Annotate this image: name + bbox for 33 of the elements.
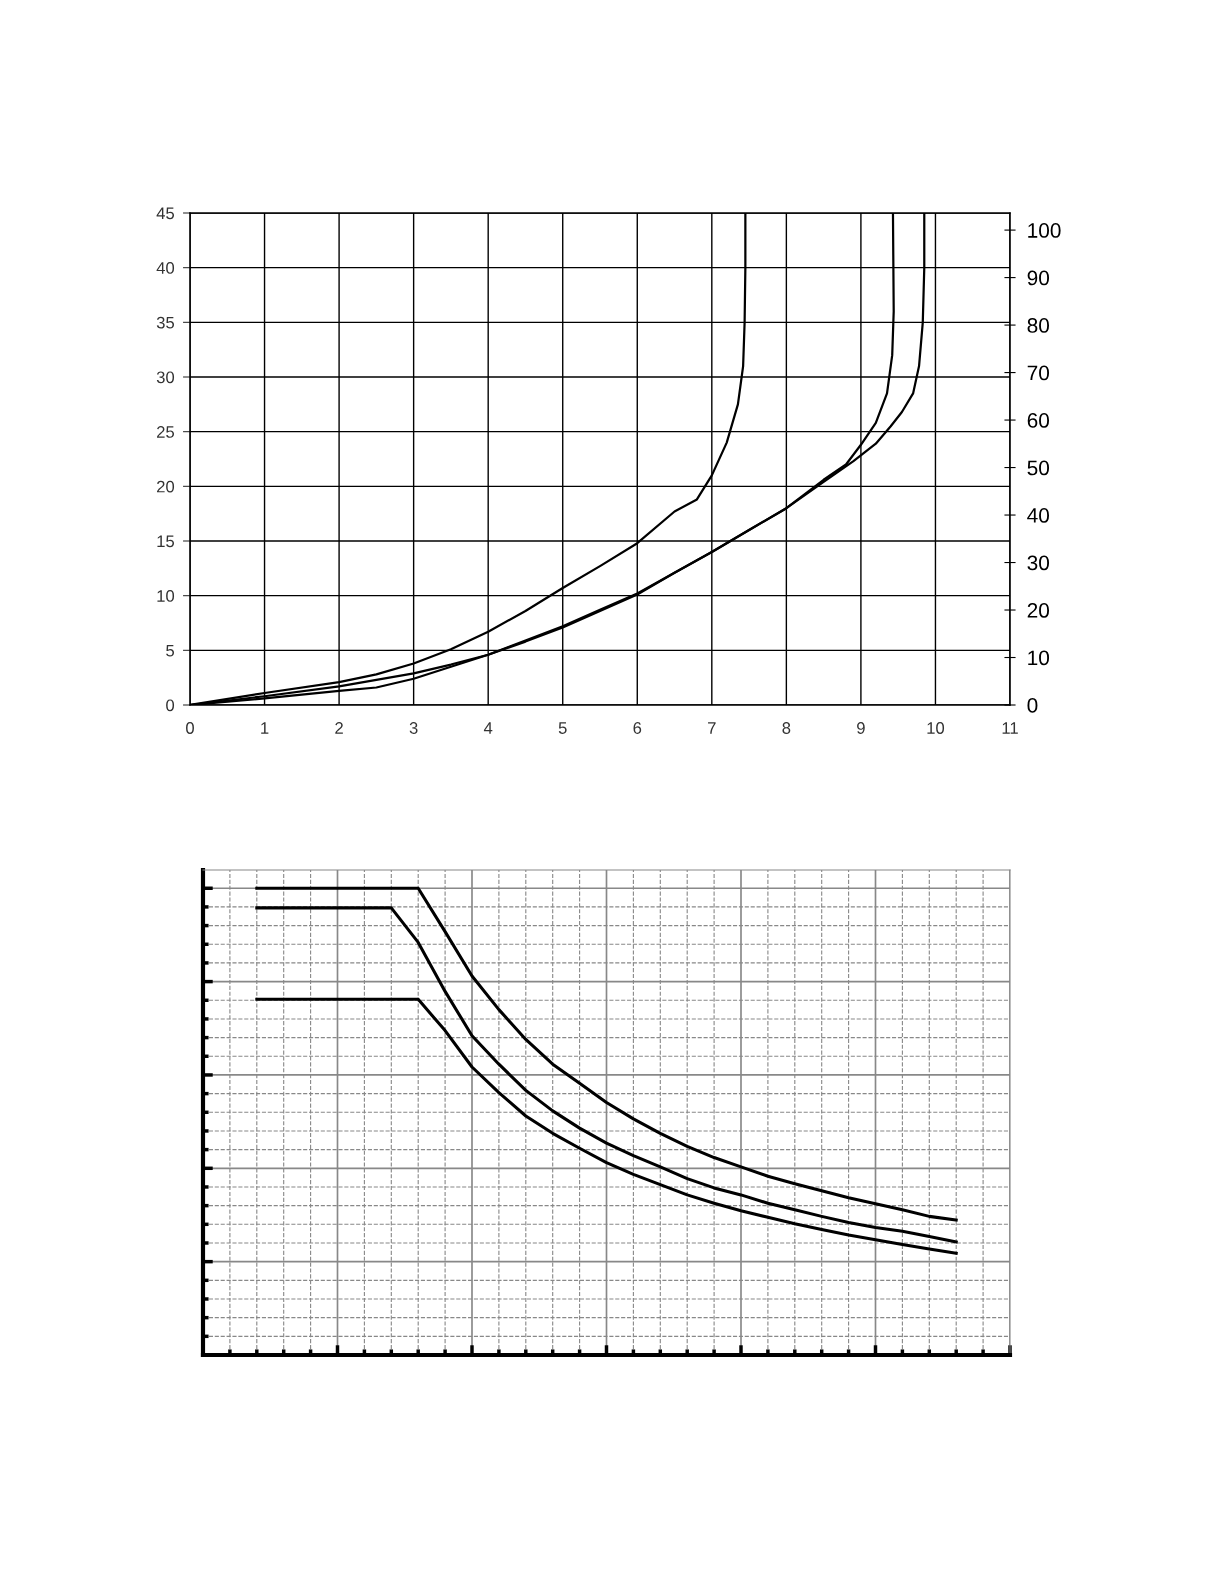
y2-tick-label: 100 (1028, 223, 1061, 238)
x-tick-label: 9 (857, 722, 865, 734)
y2-tick-label: 60 (1027, 413, 1050, 428)
y-tick-label: 25 (157, 426, 175, 438)
x-tick-label: 7 (708, 722, 716, 734)
y2-tick-label: 0 (1027, 698, 1038, 713)
y-tick-label: 5 (166, 644, 175, 657)
y-tick-label: 45 (156, 207, 175, 220)
y-tick-label: 20 (157, 480, 175, 493)
x-tick-label: 4 (483, 722, 493, 734)
y-tick-label: 40 (156, 262, 175, 274)
y2-tick-label: 40 (1027, 508, 1050, 523)
y2-tick-label: 90 (1027, 270, 1050, 286)
y2-tick-label: 20 (1027, 603, 1050, 618)
x-tick-label: 2 (335, 722, 343, 734)
y-tick-label: 35 (156, 316, 175, 329)
x-tick-label: 8 (782, 722, 791, 734)
y-tick-label: 0 (166, 699, 175, 712)
x-tick-label: 0 (186, 722, 194, 734)
y-tick-label: 10 (157, 590, 175, 602)
x-tick-label: 5 (558, 722, 567, 734)
x-tick-label: 3 (409, 722, 418, 734)
y2-tick-label: 80 (1027, 318, 1050, 333)
y2-tick-label: 70 (1027, 365, 1050, 381)
y2-tick-label: 30 (1027, 555, 1050, 571)
x-tick-label: 1 (261, 722, 269, 734)
y2-tick-label: 10 (1028, 650, 1050, 666)
y2-tick-label: 50 (1027, 460, 1050, 476)
y-tick-label: 15 (157, 535, 175, 548)
x-tick-label: 11 (1002, 722, 1018, 734)
x-tick-label: 6 (633, 722, 642, 734)
x-tick-label: 10 (927, 722, 945, 734)
y-tick-label: 30 (156, 371, 175, 384)
